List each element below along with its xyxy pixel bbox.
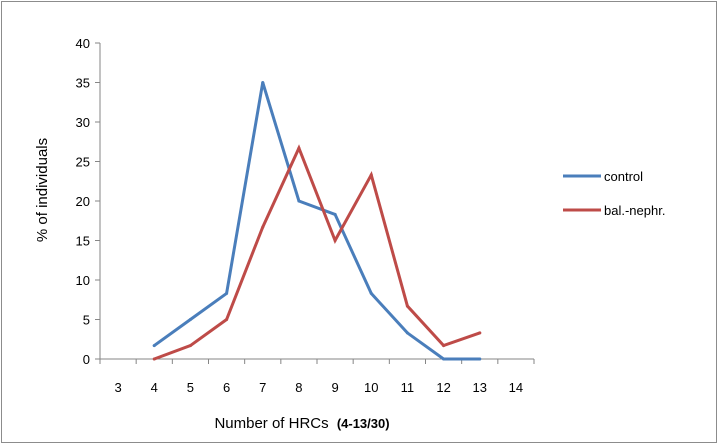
x-axis-title-main: Number of HRCs — [214, 415, 328, 432]
data-point-control — [405, 331, 409, 335]
x-tick-label: 6 — [223, 380, 230, 395]
data-point-control — [188, 318, 192, 321]
data-point-bal-nephr — [478, 331, 482, 335]
data-point-control — [152, 344, 156, 348]
data-point-bal-nephr — [297, 146, 301, 150]
y-tick-label: 10 — [76, 273, 90, 288]
data-point-control — [261, 81, 265, 84]
legend-label-control: control — [604, 169, 643, 184]
x-tick-label: 13 — [473, 380, 487, 395]
data-point-bal-nephr — [261, 225, 265, 229]
data-point-control — [297, 199, 301, 203]
axes — [95, 42, 535, 364]
x-axis-title-suffix: (4-13/30) — [337, 416, 390, 431]
y-axis-title: % of individuals — [34, 138, 51, 242]
data-point-control — [442, 357, 446, 361]
y-tick-label: 35 — [76, 76, 90, 91]
y-tick-label: 20 — [76, 194, 90, 209]
x-tick-label: 4 — [151, 380, 158, 395]
series-line-bal-nephr — [152, 144, 482, 361]
x-tick-label: 9 — [331, 380, 338, 395]
y-tick-labels: 0 5 10 15 20 25 30 35 40 — [76, 36, 90, 367]
y-tick-label: 25 — [76, 155, 90, 170]
x-tick-label: 10 — [364, 380, 378, 395]
y-tick-label: 30 — [76, 115, 90, 130]
y-tick-label: 40 — [76, 36, 90, 51]
x-tick-label: 14 — [509, 380, 523, 395]
data-point-bal-nephr — [369, 173, 373, 177]
x-tick-labels: 3 4 5 6 7 8 9 10 11 12 13 14 — [114, 380, 523, 395]
series-lines — [152, 81, 482, 361]
x-tick-label: 3 — [114, 380, 121, 395]
data-point-bal-nephr — [188, 344, 192, 348]
y-tick-label: 0 — [83, 352, 90, 367]
legend: control bal.-nephr. — [563, 169, 665, 218]
x-axis-title: Number of HRCs (4-13/30) — [214, 415, 389, 432]
data-point-control — [478, 357, 482, 361]
x-tick-label: 11 — [401, 380, 415, 395]
data-point-bal-nephr — [152, 357, 156, 361]
data-point-bal-nephr — [333, 239, 337, 242]
y-tick-label: 15 — [76, 234, 90, 249]
data-point-bal-nephr — [225, 318, 229, 321]
data-point-bal-nephr — [405, 304, 409, 308]
data-point-control — [333, 212, 337, 216]
series-line-control — [152, 82, 482, 361]
x-tick-label: 7 — [259, 380, 266, 395]
data-point-control — [225, 291, 229, 295]
legend-label-bal-nephr: bal.-nephr. — [604, 203, 665, 218]
data-point-control — [369, 291, 373, 295]
x-tick-label: 8 — [295, 380, 302, 395]
data-point-bal-nephr — [442, 344, 446, 348]
y-tick-label: 5 — [83, 313, 90, 328]
x-tick-label: 5 — [187, 380, 194, 395]
x-tick-label: 12 — [436, 380, 450, 395]
